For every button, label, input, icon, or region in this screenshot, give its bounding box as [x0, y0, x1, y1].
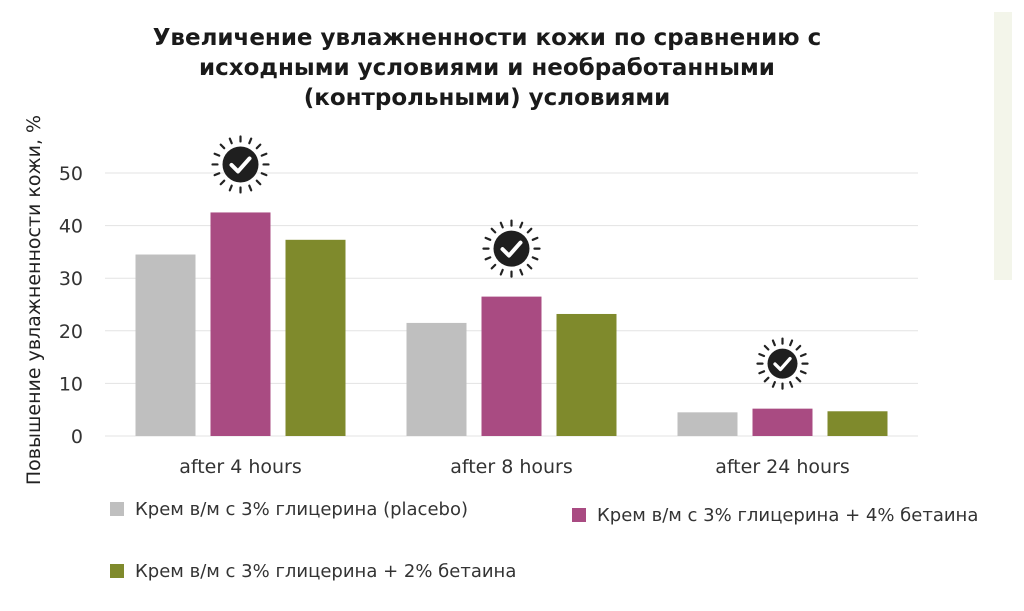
y-tick-label: 30	[59, 268, 83, 290]
bar	[481, 296, 542, 436]
bar	[285, 239, 346, 436]
bar	[677, 412, 738, 436]
y-tick-label: 40	[59, 216, 83, 238]
category-label: after 8 hours	[450, 456, 573, 478]
bar	[556, 313, 617, 436]
category-label: after 24 hours	[715, 456, 850, 478]
category-label: after 4 hours	[179, 456, 302, 478]
title-line-3: (контрольными) условиями	[304, 85, 671, 111]
bar	[406, 322, 467, 436]
legend-item: Крем в/м с 3% глицерина + 2% бетаина	[110, 561, 516, 582]
bar	[135, 254, 196, 436]
y-tick-label: 20	[59, 321, 83, 343]
legend-label: Крем в/м с 3% глицерина + 2% бетаина	[135, 561, 516, 582]
title-line-2: исходными условиями и необработанными	[199, 55, 775, 81]
legend-label: Крем в/м с 3% глицерина + 4% бетаина	[597, 505, 978, 526]
y-ticks: 0 10 20 30 40 50	[59, 163, 83, 448]
bar	[827, 411, 888, 436]
category-labels: after 4 hours after 8 hours after 24 hours	[179, 456, 850, 478]
significance-markers	[211, 135, 809, 390]
bars	[135, 212, 888, 436]
checkmark-badge-icon	[756, 337, 809, 390]
legend-swatch	[572, 508, 586, 522]
legend-swatch	[110, 502, 124, 516]
y-tick-label: 50	[59, 163, 83, 185]
side-strip	[994, 12, 1012, 280]
y-tick-label: 0	[71, 426, 83, 448]
chart-title: Увеличение увлажненности кожи по сравнен…	[153, 25, 822, 111]
legend-item: Крем в/м с 3% глицерина + 4% бетаина	[572, 505, 978, 526]
title-line-1: Увеличение увлажненности кожи по сравнен…	[153, 25, 822, 51]
legend-item: Крем в/м с 3% глицерина (placebo)	[110, 499, 468, 520]
legend-swatch	[110, 564, 124, 578]
checkmark-badge-icon	[211, 135, 270, 194]
legend: Крем в/м с 3% глицерина (placebo) Крем в/…	[110, 499, 978, 582]
y-axis-label: Повышение увлажненности кожи, %	[23, 115, 45, 485]
bar	[752, 408, 813, 436]
checkmark-badge-icon	[482, 219, 541, 278]
bar	[210, 212, 271, 436]
legend-label: Крем в/м с 3% глицерина (placebo)	[135, 499, 468, 520]
y-tick-label: 10	[59, 373, 83, 395]
